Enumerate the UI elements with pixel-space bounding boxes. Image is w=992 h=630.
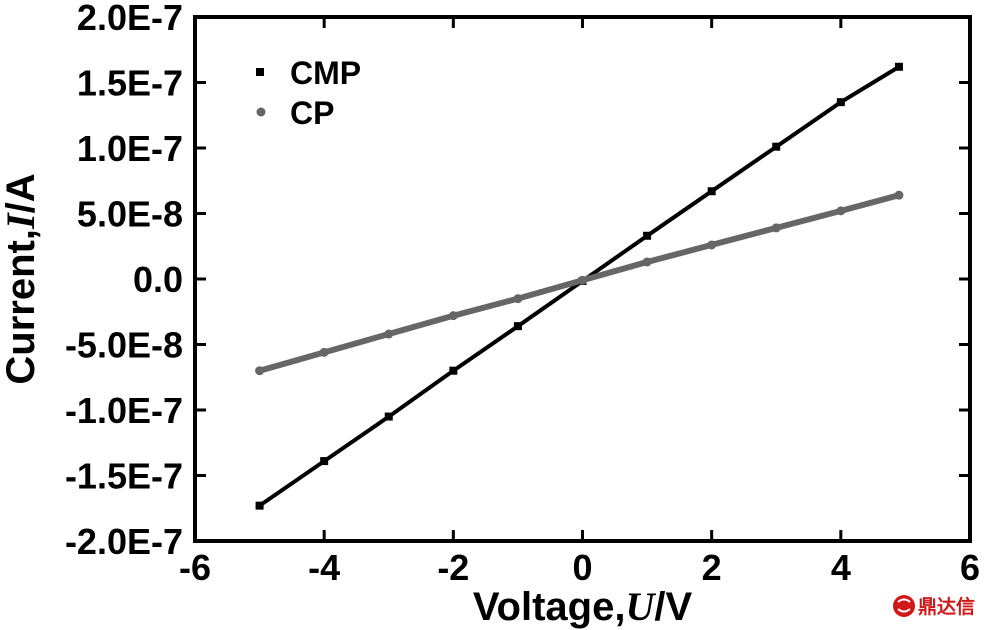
y-tick-label: 1.0E-7 [77,128,183,169]
y-tick-label: 2.0E-7 [77,0,183,38]
y-axis-title: Current,I/A [0,173,43,384]
data-point [448,311,458,321]
x-tick-label: 0 [572,547,592,588]
x-tick-label: -2 [437,547,469,588]
data-point [255,366,265,376]
data-point [384,412,393,421]
y-axis-title-quantity: Current, [0,229,43,385]
x-axis-title: Voltage,U/V [473,584,693,629]
data-point [319,347,329,357]
legend: CMP CP [256,55,361,131]
x-tick-label: 6 [960,547,980,588]
watermark-text: 鼎达信 [918,595,975,618]
data-point [836,98,845,107]
data-point [320,457,329,466]
data-point [836,206,846,216]
series-layer [255,62,904,510]
y-axis-title-unit: /A [0,173,43,213]
x-tick-label: 4 [831,547,851,588]
legend-marker-cmp [256,68,264,76]
y-tick-label: 5.0E-8 [77,194,183,235]
data-point [707,240,717,250]
data-point [255,501,264,510]
x-tick-label: 2 [702,547,722,588]
data-point [643,231,652,240]
data-point [707,187,716,196]
y-tick-label: -5.0E-8 [65,325,183,366]
data-point [894,62,903,71]
x-tick-label: -4 [308,547,340,588]
y-tick-label: -1.0E-7 [65,390,183,431]
data-point [772,142,781,151]
series-cp [255,190,904,376]
data-point [578,275,587,285]
data-point [894,190,904,200]
legend-label-cmp: CMP [290,55,361,91]
watermark-logo-glyph [897,598,911,613]
legend-marker-cp [256,107,266,117]
data-point [642,257,652,267]
x-axis-title-unit: /V [654,585,692,629]
ticks-layer: -6 -4 -2 0 2 4 6 -2.0E-7 -1.5E-7 -1.0E-7 -5.0E-8 0.… [65,0,980,588]
x-axis-title-quantity: Voltage, [473,585,626,629]
data-point [449,366,458,375]
y-axis-title-symbol: I [0,212,43,230]
x-tick-label: -6 [179,547,211,588]
data-point [384,329,394,339]
series-cmp [255,62,903,510]
watermark: 鼎达信 [893,595,975,618]
data-point [771,223,781,233]
watermark-logo-icon [893,595,915,617]
x-axis-title-symbol: U [625,584,656,629]
series-line [257,64,901,508]
y-tick-label: 1.5E-7 [77,63,183,104]
y-tick-label: -2.0E-7 [65,521,183,562]
data-point [513,294,523,304]
y-tick-label: 0.0 [133,259,183,300]
data-point [513,322,522,331]
y-tick-label: -1.5E-7 [65,456,183,497]
legend-label-cp: CP [290,95,334,131]
